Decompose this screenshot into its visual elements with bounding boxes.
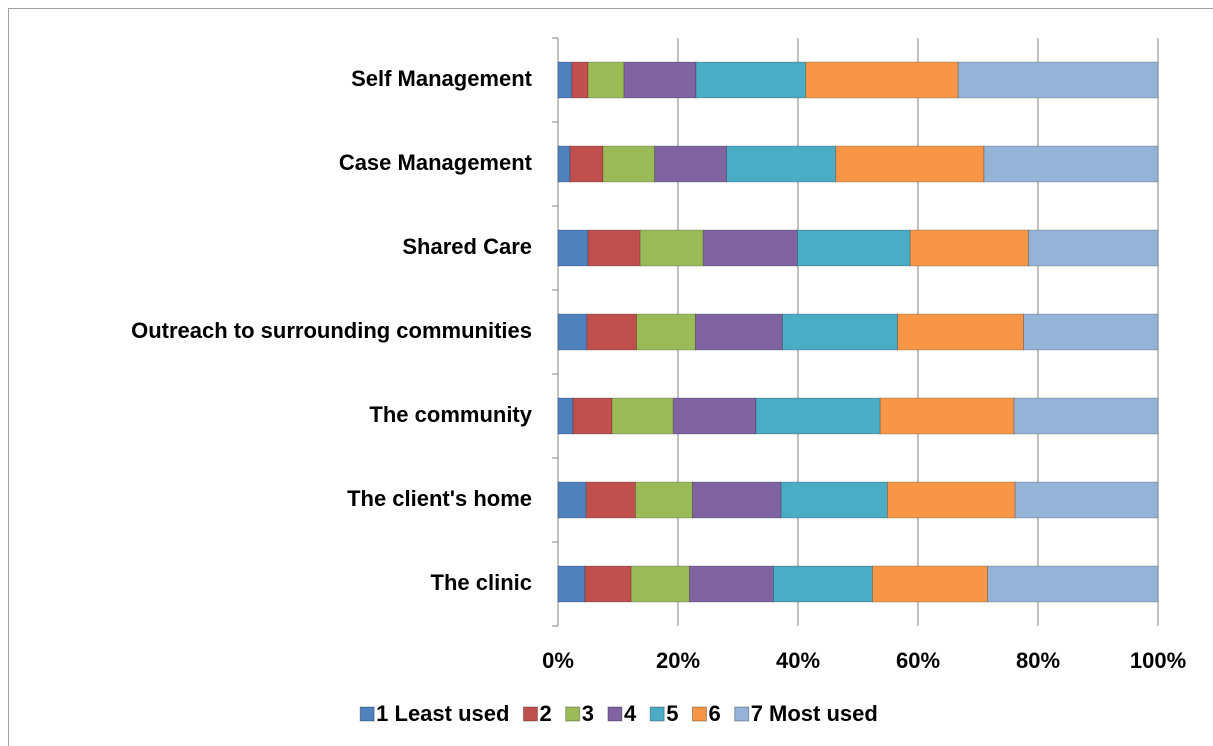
chart-border — [8, 8, 1213, 746]
bar-segment — [872, 565, 989, 603]
legend-swatch — [522, 706, 538, 722]
bar-segment — [897, 313, 1024, 351]
bar-segment — [1014, 481, 1159, 519]
legend-label: 7 Most used — [751, 701, 878, 726]
legend-swatch — [359, 706, 375, 722]
bar-segment — [692, 481, 782, 519]
bar-segment — [1013, 397, 1159, 435]
legend-label: 3 — [582, 701, 594, 726]
bar-segment — [797, 229, 911, 267]
legend-label: 1 Least used — [376, 701, 509, 726]
bar-segment — [586, 313, 637, 351]
bar-segment — [782, 313, 899, 351]
bar-segment — [557, 397, 574, 435]
bar-segment — [695, 61, 807, 99]
bar-segment — [835, 145, 985, 183]
y-tick-label: Self Management — [351, 66, 533, 91]
bar-segment — [557, 565, 586, 603]
x-tick-label: 40% — [776, 648, 820, 673]
legend-swatch — [607, 706, 623, 722]
bar-segment — [639, 229, 704, 267]
x-tick-label: 60% — [896, 648, 940, 673]
y-tick-label: Shared Care — [402, 234, 532, 259]
legend-swatch — [565, 706, 581, 722]
bar-segment — [587, 61, 625, 99]
bar-segment — [585, 481, 636, 519]
bar-segment — [1028, 229, 1159, 267]
legend-label: 5 — [666, 701, 678, 726]
x-tick-label: 0% — [542, 648, 574, 673]
bar-segment — [654, 145, 727, 183]
bar-segment — [557, 313, 588, 351]
bar-segment — [773, 565, 873, 603]
bar-segment — [636, 313, 696, 351]
legend: 1 Least used 2 3 4 5 6 7 Most used — [359, 701, 878, 726]
bar-segment — [983, 145, 1159, 183]
bar-segment — [630, 565, 690, 603]
bar-segment — [879, 397, 1015, 435]
bar-segment — [569, 145, 604, 183]
y-tick-label: Case Management — [339, 150, 533, 175]
bar-segment — [805, 61, 959, 99]
y-tick-label: The clinic — [431, 570, 532, 595]
bar-segment — [611, 397, 674, 435]
bar-segment — [557, 481, 587, 519]
x-tick-label: 80% — [1016, 648, 1060, 673]
bar-segment — [672, 397, 757, 435]
x-tick-label: 100% — [1130, 648, 1186, 673]
bar-segment — [780, 481, 888, 519]
bar-segment — [695, 313, 783, 351]
bar-segment — [557, 229, 589, 267]
legend-label: 4 — [624, 701, 637, 726]
legend-label: 6 — [708, 701, 720, 726]
bar-segment — [557, 145, 571, 183]
y-tick-label: The client's home — [347, 486, 532, 511]
legend-swatch — [734, 706, 750, 722]
legend-label: 2 — [539, 701, 551, 726]
bar-segment — [587, 229, 641, 267]
bar-segment — [602, 145, 655, 183]
bar-segment — [887, 481, 1016, 519]
bar-segment — [702, 229, 798, 267]
y-tick-label: The community — [369, 402, 532, 427]
x-tick-label: 20% — [656, 648, 700, 673]
bar-segment — [623, 61, 697, 99]
bar-segment — [557, 61, 573, 99]
bar-segment — [572, 397, 613, 435]
bar-segment — [987, 565, 1159, 603]
y-tick-label: Outreach to surrounding communities — [131, 318, 532, 343]
bar-segment — [1023, 313, 1159, 351]
bar-segment — [584, 565, 632, 603]
bar-segment — [635, 481, 693, 519]
legend-swatch — [691, 706, 707, 722]
bar-segment — [909, 229, 1029, 267]
bar-segment — [755, 397, 881, 435]
bar-segment — [571, 61, 589, 99]
bar-segment — [689, 565, 774, 603]
bar-segment — [726, 145, 837, 183]
bar-segment — [957, 61, 1159, 99]
legend-swatch — [649, 706, 665, 722]
